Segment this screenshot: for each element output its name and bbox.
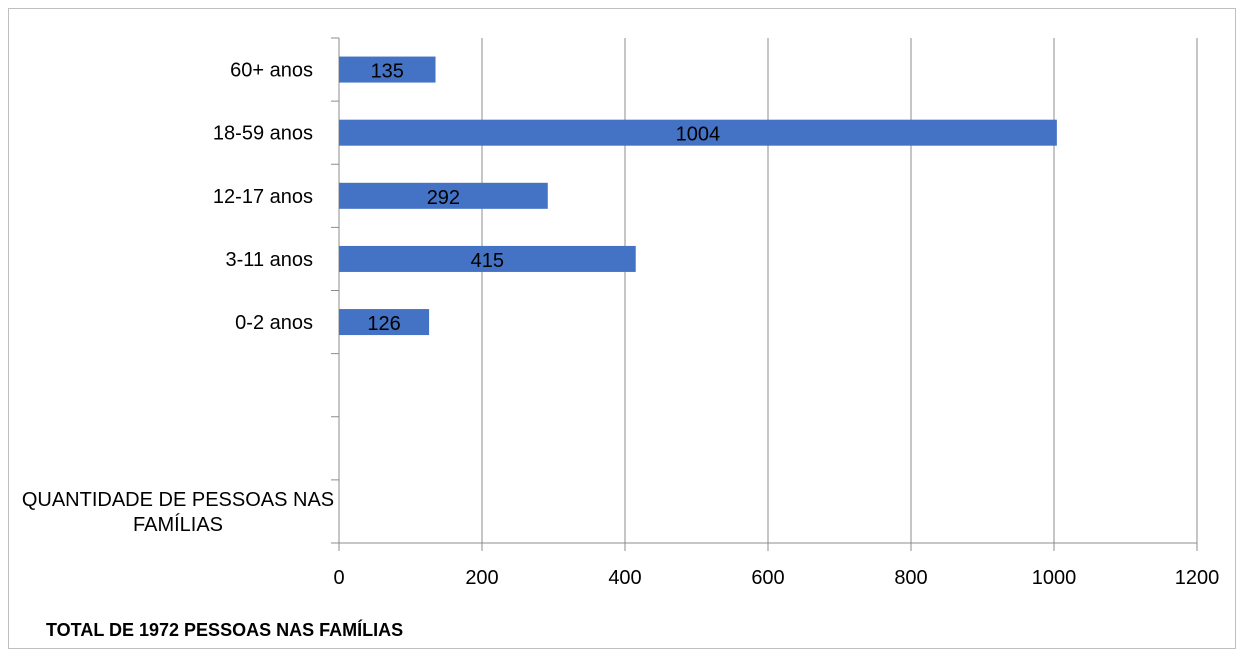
x-tick-label: 600 [751, 567, 784, 589]
x-tick-label: 200 [465, 567, 498, 589]
x-tick-label: 1000 [1032, 567, 1077, 589]
axes [331, 37, 1198, 551]
category-label: 0-2 anos [235, 312, 313, 334]
category-label: 3-11 anos [226, 249, 313, 271]
bar-4 [339, 245, 636, 272]
data-label: 126 [367, 313, 400, 335]
total-note: TOTAL DE 1972 PESSOAS NAS FAMÍLIAS [46, 620, 404, 640]
x-tick-label: 800 [894, 567, 927, 589]
data-label: 292 [427, 187, 460, 209]
data-label: 415 [471, 250, 504, 272]
x-tick-label: 400 [608, 567, 641, 589]
bar-3 [339, 182, 548, 209]
labels: 0 200 400 600 800 1000 1200 60+ anos 135 18-59 an… [22, 60, 1219, 589]
bar-1 [339, 56, 436, 83]
bar-2 [339, 119, 1057, 146]
bar-5 [339, 309, 430, 336]
category-label: 18-59 anos [213, 123, 313, 145]
x-tick-label: 0 [333, 567, 344, 589]
chart-frame [8, 8, 1236, 649]
data-label: 135 [371, 61, 404, 83]
x-tick-label: 1200 [1175, 567, 1220, 589]
bars [339, 56, 1057, 336]
gridlines [481, 38, 1198, 543]
category-label: 60+ anos [230, 60, 313, 82]
category-label: QUANTIDADE DE PESSOAS NAS FAMÍLIAS [22, 489, 334, 536]
data-label: 1004 [676, 124, 721, 146]
category-label: 12-17 anos [213, 186, 313, 208]
